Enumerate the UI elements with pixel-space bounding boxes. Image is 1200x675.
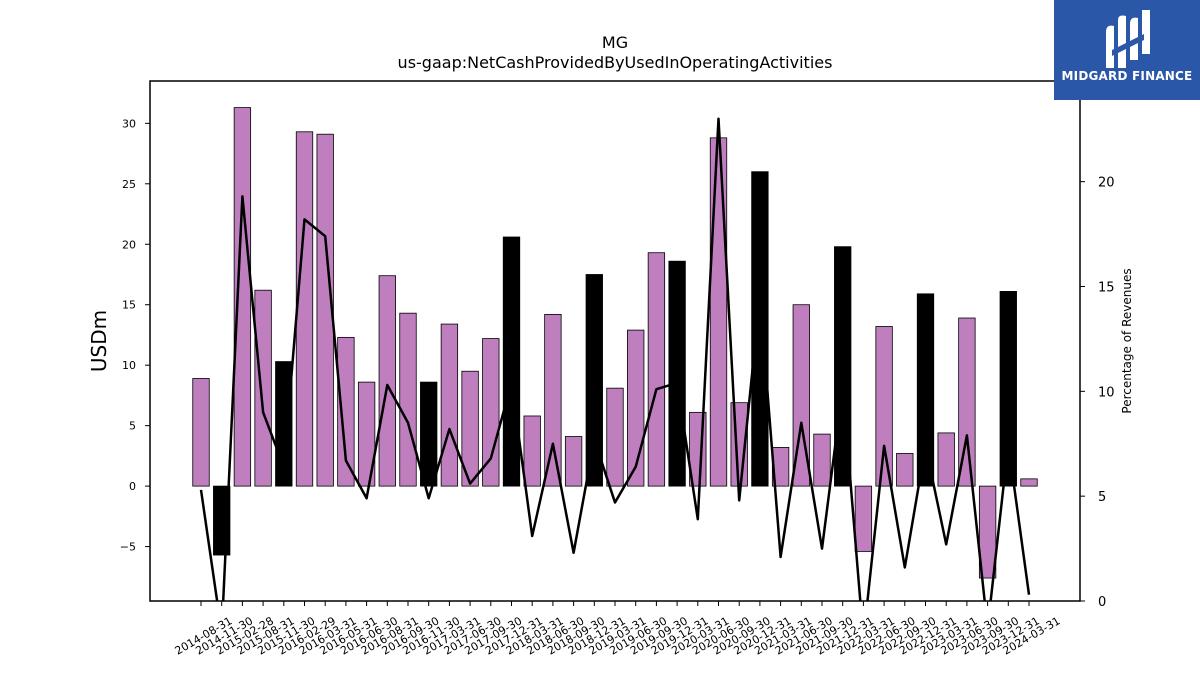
bar-2017-12-31 — [502, 236, 521, 487]
y-tick-label: 15 — [122, 299, 136, 312]
bar-2016-05-31 — [337, 336, 355, 487]
bar-2016-06-30 — [357, 381, 376, 487]
y-tick-label: 10 — [122, 359, 136, 372]
y-tick-label: 5 — [129, 420, 136, 433]
bar-2019-12-31 — [668, 260, 686, 487]
y-axis-label: USDm — [87, 310, 111, 372]
bar-2022-12-31 — [916, 293, 935, 487]
y-tick-label: 25 — [122, 178, 136, 191]
bar-2022-03-31 — [854, 485, 873, 552]
y2-tick-label: 15 — [1098, 280, 1115, 295]
bar-2022-06-30 — [875, 326, 893, 487]
bar-2018-12-31 — [585, 274, 603, 487]
y2-tick-label: 10 — [1098, 385, 1115, 400]
bar-2017-09-30 — [482, 338, 500, 487]
bar-2015-02-28 — [233, 107, 252, 487]
y-tick-label: 30 — [122, 117, 136, 130]
bar-2017-03-31 — [440, 323, 459, 487]
bar-2015-08-31 — [254, 289, 272, 487]
bar-2016-08-31 — [378, 275, 396, 487]
chart-title: MG — [602, 33, 628, 52]
y2-tick-label: 5 — [1098, 490, 1106, 505]
bar-2019-03-31 — [606, 387, 624, 487]
y-tick-label: −5 — [120, 541, 136, 554]
bar-2023-06-30 — [958, 317, 976, 487]
bar-2016-09-30 — [399, 312, 417, 487]
ratio-line — [199, 117, 1031, 601]
bar-2017-06-30 — [461, 370, 479, 487]
y-axis-left: −5 0 5 10 15 20 25 30 — [120, 117, 150, 554]
bar-2023-09-30 — [978, 485, 997, 579]
midgard-logo-icon — [1106, 10, 1150, 68]
y-tick-label: 20 — [122, 238, 136, 251]
y-axis-right: 0 5 10 15 20 — [1080, 176, 1115, 610]
bar-2024-03-31 — [1020, 478, 1038, 487]
y2-tick-label: 20 — [1098, 176, 1115, 191]
y2-axis-label: Percentage of Revenues — [1120, 268, 1134, 413]
bar-2020-12-31 — [751, 171, 769, 487]
bar-2016-11-30 — [420, 381, 438, 487]
bar-2018-03-31 — [523, 415, 541, 487]
y2-tick-label: 0 — [1098, 595, 1106, 610]
chart-subtitle: us-gaap:NetCashProvidedByUsedInOperating… — [398, 53, 833, 72]
bar-2016-03-31 — [316, 133, 334, 487]
y-tick-label: 0 — [129, 480, 136, 493]
bar-2021-09-30 — [813, 433, 831, 487]
bar-2019-09-30 — [647, 252, 666, 487]
brand-logo: MIDGARD FINANCE — [1054, 0, 1200, 100]
bar-2020-06-30 — [709, 137, 728, 487]
bar-2023-03-31 — [937, 432, 955, 487]
ratio-line-series — [199, 117, 1031, 601]
bar-2023-12-31 — [999, 291, 1017, 487]
bar-series — [192, 107, 1038, 579]
bar-2018-09-30 — [564, 436, 583, 487]
bar-2022-09-30 — [896, 453, 914, 487]
x-axis: 2014-08-312014-11-302015-02-282015-08-31… — [173, 601, 1063, 658]
brand-name: MIDGARD FINANCE — [1061, 69, 1193, 83]
bar-2016-02-29 — [295, 131, 314, 487]
bar-2014-08-31 — [192, 378, 210, 487]
bar-2018-06-30 — [544, 313, 562, 487]
